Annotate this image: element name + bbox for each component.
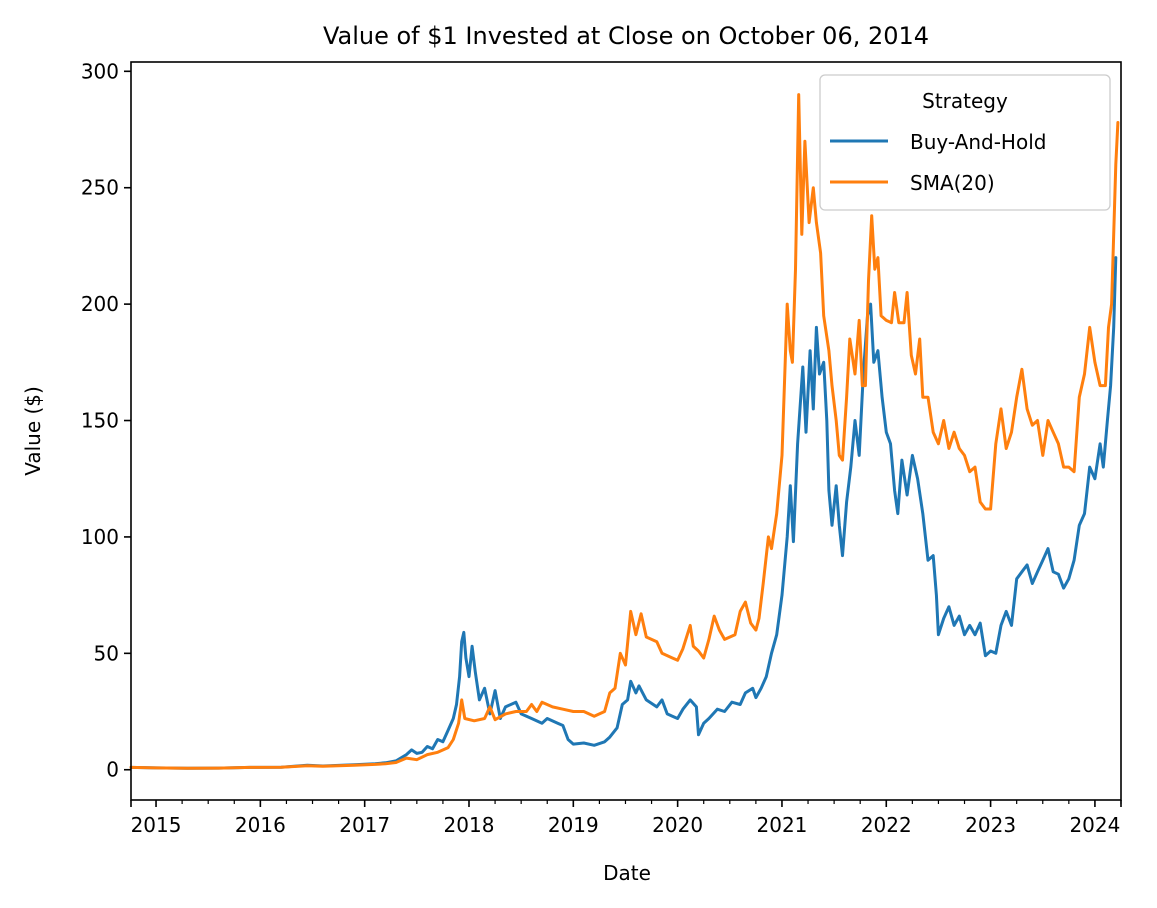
y-tick-label: 50	[94, 641, 119, 665]
series-line-sma-20	[129, 93, 1120, 770]
y-axis-label: Value ($)	[21, 386, 45, 476]
legend-box	[819, 74, 1111, 211]
chart-title: Value of $1 Invested at Close on October…	[323, 22, 929, 50]
x-tick-label: 2020	[652, 813, 703, 837]
y-tick-label: 150	[81, 409, 119, 433]
y-tick-label: 100	[81, 525, 119, 549]
series-line-buy-and-hold	[129, 256, 1118, 770]
x-tick-label: 2023	[965, 813, 1016, 837]
x-axis: 2015 2016 2017 2018 2019 2020 2021 2022 2023 2024	[130, 800, 1122, 837]
legend: Strategy Buy-And-Hold SMA(20)	[819, 74, 1111, 211]
y-tick-label: 250	[81, 176, 119, 200]
legend-title: Strategy	[922, 89, 1008, 113]
series-layer	[129, 93, 1120, 770]
x-tick-label: 2019	[548, 813, 599, 837]
x-axis-label: Date	[603, 861, 651, 885]
x-tick-label: 2016	[235, 813, 286, 837]
x-tick-label: 2021	[757, 813, 808, 837]
x-tick-label: 2024	[1069, 813, 1120, 837]
x-tick-label: 2015	[131, 813, 182, 837]
x-tick-label: 2017	[339, 813, 390, 837]
y-tick-label: 0	[106, 758, 119, 782]
legend-entry-buy-and-hold: Buy-And-Hold	[910, 130, 1046, 154]
y-tick-label: 200	[81, 292, 119, 316]
legend-entry-sma-20: SMA(20)	[910, 171, 995, 195]
x-tick-label: 2018	[444, 813, 495, 837]
y-tick-label: 300	[81, 59, 119, 83]
y-axis: 0 50 100 150 200 250 300	[81, 59, 131, 782]
x-tick-label: 2022	[861, 813, 912, 837]
